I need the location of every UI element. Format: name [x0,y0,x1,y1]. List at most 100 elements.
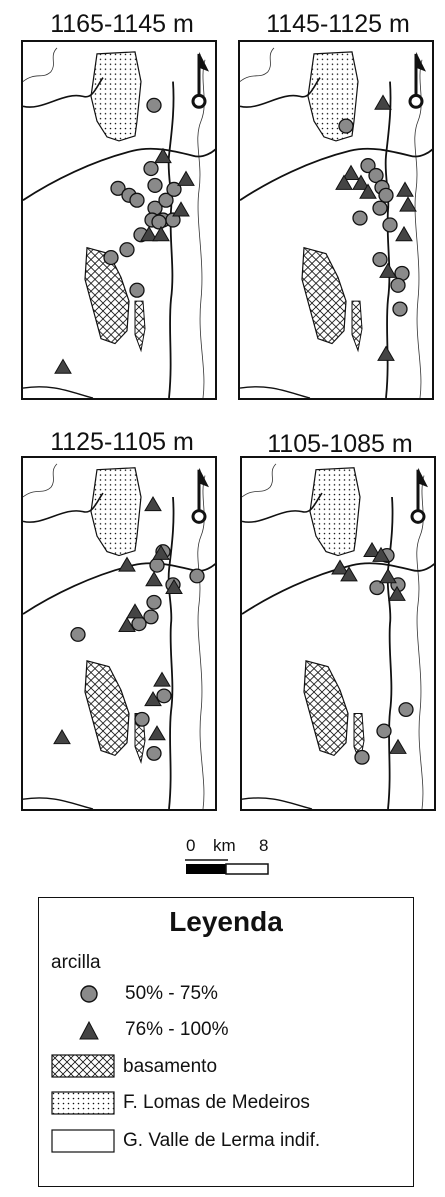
legend-valle-swatch [51,1129,115,1153]
clay-50-75-marker [360,158,376,174]
clay-76-100-marker [172,201,190,217]
river-south [23,797,94,809]
clay-50-75-marker [156,688,172,704]
legend-item-lomas-medeiros: F. Lomas de Medeiros [123,1092,310,1113]
clay-50-75-marker [354,749,370,765]
legend-item-clay-76-100: 76% - 100% [125,1019,229,1040]
scale-unit-label: km [213,836,236,855]
clay-50-75-marker [338,118,354,134]
river-north [240,147,432,201]
clay-50-75-marker [398,702,414,718]
clay-50-75-marker [368,167,384,184]
north-arrow-head [416,51,426,72]
clay-76-100-marker [140,225,158,242]
clay-76-100-marker [145,571,163,587]
clay-76-100-marker [395,225,413,242]
legend-group-label: arcilla [51,952,101,973]
clay-50-75-marker [129,192,145,208]
lomas-medeiros-unit [90,51,142,142]
clay-76-100-marker [165,578,183,595]
clay-76-100-marker [340,566,358,582]
clay-50-75-marker [392,301,408,317]
legend-item-basamento: basamento [123,1056,218,1077]
clay-76-100-marker [177,170,195,186]
clay-50-75-marker [143,161,159,177]
river-north [23,562,215,615]
map-canvas [242,463,434,809]
legend-lomas-swatch [51,1091,115,1115]
clay-76-100-marker [152,544,170,560]
clay-76-100-marker [335,174,353,190]
panel-1-title: 1165-1145 m [50,10,194,38]
clay-50-75-marker [146,97,162,113]
valley-margin-line [23,47,206,398]
clay-76-100-marker [352,174,370,190]
basement-unit [84,660,130,757]
north-arrow-head [199,51,209,72]
clay-76-100-marker [53,729,71,745]
clay-50-75-marker [376,723,392,739]
clay-76-100-marker [118,616,136,633]
panel-3-title: 1125-1105 m [50,428,194,456]
legend-title: Leyenda [169,906,283,937]
legend-item-valle-lerma: G. Valle de Lerma indif. [123,1130,321,1151]
clay-50-75-marker [103,250,119,266]
clay-50-75-marker [143,609,159,625]
clay-76-100-marker [54,358,72,374]
clay-76-100-marker [154,147,172,164]
river-north [242,562,434,615]
river-south [242,797,313,809]
lomas-medeiros-unit [309,467,361,557]
panel-4-title: 1105-1085 m [267,430,413,458]
map-panel-3 [21,456,217,811]
map-canvas [23,47,215,398]
clay-50-75-marker [372,251,388,268]
river-main [167,81,175,398]
panel-2-title: 1145-1125 m [266,10,410,38]
legend: Leyenda arcilla 50% - 75% 76% - 100% bas… [38,897,414,1187]
clay-50-75-marker [352,210,368,226]
clay-76-100-marker [126,603,144,619]
clay-76-100-marker [399,196,417,212]
scale-bar: 0 km 8 [183,836,273,886]
north-arrow-ring [191,93,207,109]
clay-50-75-marker [70,627,86,642]
clay-76-100-marker [153,671,171,687]
clay-76-100-marker [388,585,406,601]
map-panel-1 [21,40,217,400]
valley-margin-line [240,47,423,398]
clay-76-100-marker [152,225,170,242]
clay-76-100-marker [144,691,162,707]
legend-item-clay-50-75: 50% - 75% [125,983,218,1004]
clay-76-100-marker [379,262,397,278]
clay-76-100-marker [118,556,136,572]
clay-76-100-marker [342,164,360,180]
basement-unit [84,246,130,345]
clay-50-75-marker [129,282,145,298]
clay-50-75-marker [382,217,398,233]
clay-76-100-marker [372,546,390,562]
map-panel-2 [238,40,434,400]
river-main [167,496,175,809]
basement-unit-small [134,300,146,353]
clay-50-75-marker [158,192,174,208]
clay-50-75-marker [378,187,394,203]
clay-50-75-marker [372,200,388,216]
basement-unit [303,660,349,757]
north-arrow-ring [410,509,426,524]
map-panel-4 [240,456,436,811]
clay-50-75-marker [131,616,147,632]
clay-50-75-marker [189,568,205,584]
clay-76-100-marker [359,183,377,199]
basement-unit [301,246,347,345]
lomas-medeiros-unit [90,467,142,557]
clay-76-100-marker [396,181,414,197]
valley-margin-line [23,463,206,809]
clay-50-75-marker [390,277,406,293]
clay-50-75-marker [369,580,385,596]
river-main [386,496,394,809]
clay-76-100-marker [379,568,397,584]
clay-76-100-marker [389,738,407,754]
scale-max-label: 8 [259,836,269,855]
clay-76-100-marker [331,559,349,575]
